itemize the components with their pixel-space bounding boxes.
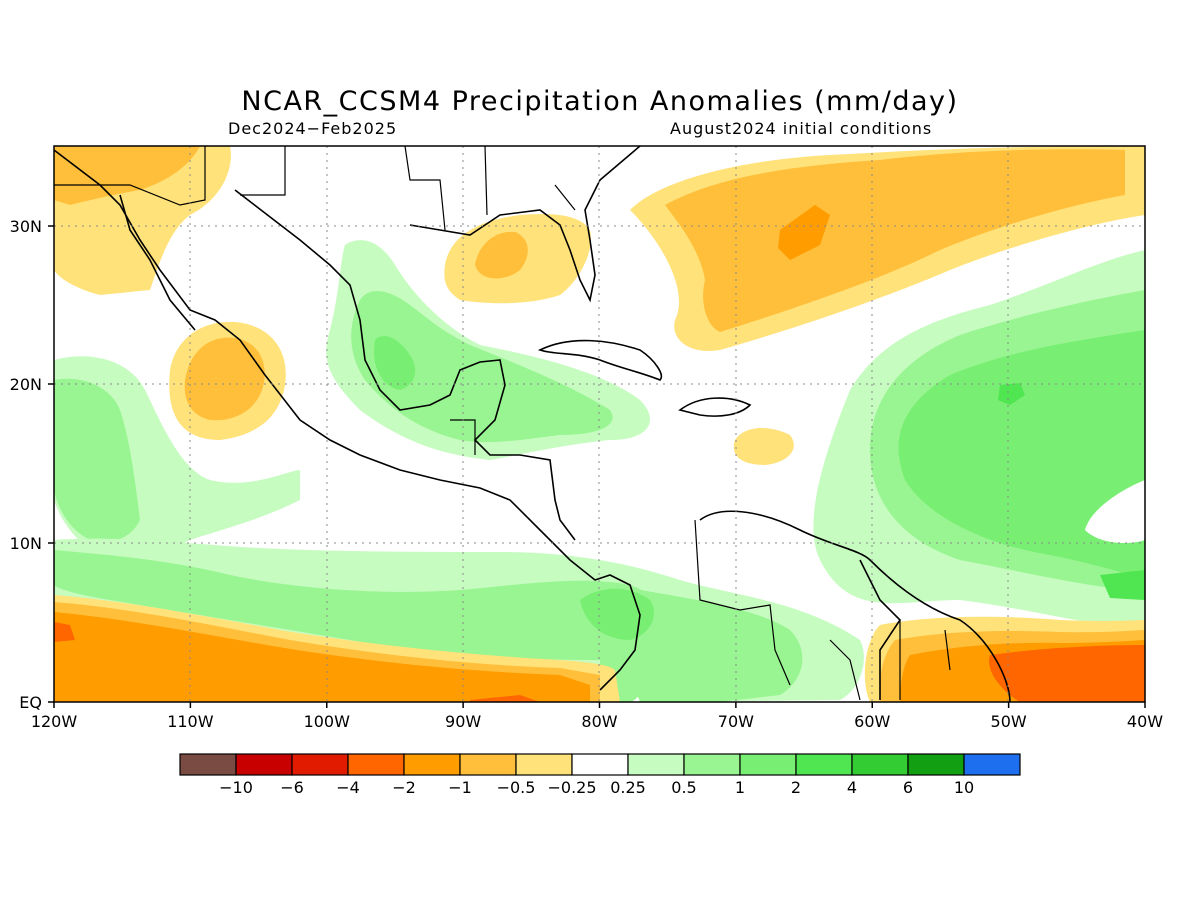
colorbar-label: −2 [392,778,416,797]
colorbar-label: 6 [903,778,913,797]
atlantic-wet-region-3 [898,330,1145,580]
lon-label: 100W [304,712,351,731]
gulf-dry-core [475,231,528,279]
map-title: NCAR_CCSM4 Precipitation Anomalies (mm/d… [241,86,959,117]
lon-label: 70W [718,712,754,731]
eastern-pacific-dry-band-3 [54,612,590,702]
colorbar-swatch [851,753,909,776]
lat-label: EQ [19,693,42,712]
colorbar-swatch [179,753,237,776]
initial-conditions-subtitle: August2024 initial conditions [670,119,933,138]
atlantic-dry-core [778,205,830,260]
colorbar-label: −10 [219,778,253,797]
central-america-wet-core [374,335,416,390]
colorbar-label: −0.5 [497,778,536,797]
lon-label: 110W [167,712,214,731]
colorbar-swatch [907,753,965,776]
lon-label: 40W [1127,712,1163,731]
eastern-pacific-dry-core [54,622,75,642]
colorbar-swatch [739,753,797,776]
lon-label: 50W [991,712,1027,731]
colorbar-swatch [235,753,293,776]
colorbar-label: 0.5 [671,778,696,797]
colorbar-label: −0.25 [547,778,596,797]
season-subtitle: Dec2024−Feb2025 [228,119,398,138]
atlantic-wet-core [998,383,1025,405]
lon-label: 60W [854,712,890,731]
colorbar-swatch [627,753,685,776]
lat-label: 30N [10,217,42,236]
caribbean-dry-patch [733,428,794,465]
nw-mexico-dry-core [54,146,200,205]
west-mexico-dry-core [184,337,265,421]
pacific-wet-band-2 [54,378,140,542]
colorbar-label: −6 [280,778,304,797]
colorbar: −10 −6 −4 −2 −1 −0.5 −0.25 0.25 0.5 1 2 4 6 10 [179,753,1021,797]
colorbar-label: 0.25 [610,778,646,797]
colorbar-label: −4 [336,778,360,797]
colorbar-swatch [459,753,517,776]
lon-label: 80W [581,712,617,731]
lon-label: 90W [445,712,481,731]
colorbar-swatch [403,753,461,776]
pacific-itcz-wet-2 [54,550,664,702]
colorbar-swatch [347,753,405,776]
amazon-mouth-dry-core [989,645,1145,702]
lon-label: 120W [31,712,78,731]
atlantic-dry-region-2 [665,149,1125,332]
atlantic-wet-core-2 [1100,570,1145,600]
colorbar-label: −1 [448,778,472,797]
colorbar-label: 4 [847,778,857,797]
colorbar-label: 1 [735,778,745,797]
lat-label: 20N [10,375,42,394]
colorbar-swatch [795,753,853,776]
eastern-pacific-dry-core-2 [470,695,540,702]
colorbar-swatch [683,753,741,776]
central-america-wet-region-2 [351,290,613,443]
colorbar-label: 2 [791,778,801,797]
atlantic-white-patch [1085,480,1145,543]
colorbar-swatch [291,753,349,776]
colorbar-label: 10 [954,778,974,797]
longitude-axis: 120W 110W 100W 90W 80W 70W 60W 50W 40W [31,702,1163,731]
graticule [54,146,1145,702]
colorbar-swatch [963,753,1021,776]
south-america-wet-region [632,590,803,702]
lat-label: 10N [10,534,42,553]
colorbar-swatch [571,753,629,776]
anomaly-field [54,146,1145,702]
latitude-axis: 30N 20N 10N EQ [10,217,54,712]
coastlines [54,146,1011,702]
country-borders [54,146,951,701]
colorbar-swatch [515,753,573,776]
